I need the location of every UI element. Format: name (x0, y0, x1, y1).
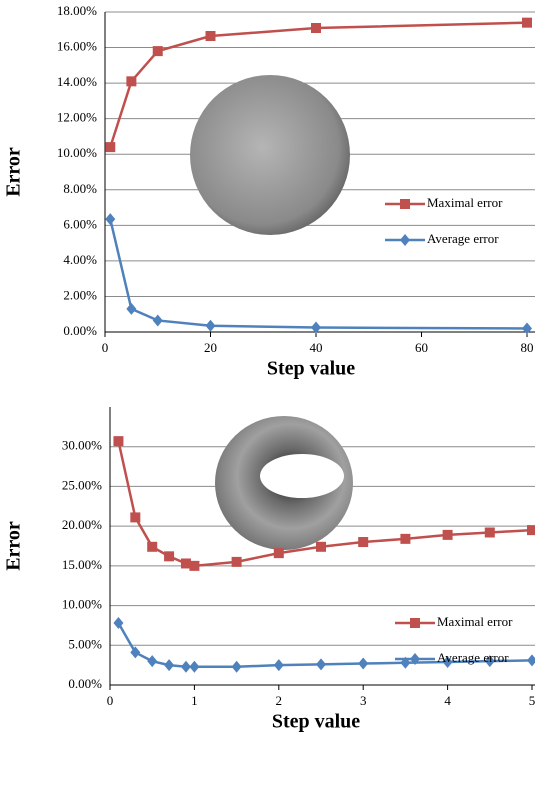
y-axis-title: Error (3, 521, 25, 571)
y-tick-label: 2.00% (63, 287, 97, 302)
y-tick-label: 14.00% (57, 74, 97, 89)
marker (153, 46, 163, 56)
marker (126, 76, 136, 86)
x-tick-label: 1 (191, 693, 198, 708)
page: {"chart_data": [ {"type": "line", "x_lab… (0, 0, 535, 802)
figure: 0.00%2.00%4.00%6.00%8.00%10.00%12.00%14.… (0, 0, 535, 802)
marker (206, 31, 216, 41)
marker (274, 659, 284, 671)
y-tick-label: 12.00% (57, 110, 97, 125)
marker (316, 542, 326, 552)
y-axis-title: Error (3, 147, 25, 197)
legend-marker (400, 199, 410, 209)
marker (316, 658, 326, 670)
x-tick-label: 80 (521, 340, 534, 355)
marker (206, 320, 216, 332)
x-tick-label: 5 (529, 693, 535, 708)
marker (443, 530, 453, 540)
marker (105, 142, 115, 152)
sphere-image (190, 75, 350, 235)
marker (113, 436, 123, 446)
legend-label: Average error (437, 650, 509, 665)
marker (400, 534, 410, 544)
x-axis-title: Step value (267, 358, 355, 380)
x-tick-label: 2 (276, 693, 283, 708)
marker (105, 213, 115, 225)
marker (522, 322, 532, 334)
legend-marker (400, 234, 410, 246)
y-tick-label: 0.00% (68, 676, 102, 691)
y-tick-label: 4.00% (63, 252, 97, 267)
marker (311, 23, 321, 33)
x-tick-label: 40 (310, 340, 323, 355)
y-tick-label: 20.00% (62, 517, 102, 532)
x-tick-label: 0 (107, 693, 114, 708)
y-tick-label: 15.00% (62, 557, 102, 572)
y-tick-label: 30.00% (62, 438, 102, 453)
y-tick-label: 16.00% (57, 39, 97, 54)
y-tick-label: 10.00% (62, 597, 102, 612)
marker (358, 658, 368, 670)
marker (147, 542, 157, 552)
marker (130, 512, 140, 522)
legend-marker (410, 618, 420, 628)
marker (153, 314, 163, 326)
marker (522, 18, 532, 28)
y-tick-label: 5.00% (68, 636, 102, 651)
legend-label: Average error (427, 231, 499, 246)
y-tick-label: 10.00% (57, 145, 97, 160)
x-tick-label: 3 (360, 693, 367, 708)
x-tick-label: 4 (444, 693, 451, 708)
marker (232, 557, 242, 567)
marker (485, 527, 495, 537)
legend-label: Maximal error (427, 195, 503, 210)
marker (527, 525, 535, 535)
marker (274, 548, 284, 558)
x-tick-label: 60 (415, 340, 428, 355)
marker (232, 661, 242, 673)
chart-1: 0.00% 2.00% 4.00% 6.00% 8.00% 10.00% 12.00% 14.… (3, 3, 535, 380)
y-tick-label: 6.00% (63, 216, 97, 231)
x-tick-label: 0 (102, 340, 109, 355)
marker (164, 551, 174, 561)
y-tick-label: 18.00% (57, 3, 97, 18)
marker (147, 655, 157, 667)
torus-hole (260, 454, 344, 498)
marker (126, 303, 136, 315)
marker (358, 537, 368, 547)
chart-2: 0.00% 5.00% 10.00% 15.00% 20.00% 25.00% 30.00%… (3, 407, 535, 733)
y-tick-label: 8.00% (63, 181, 97, 196)
legend-label: Maximal error (437, 614, 513, 629)
marker (164, 659, 174, 671)
y-tick-label: 0.00% (63, 323, 97, 338)
x-axis-title: Step value (272, 711, 360, 733)
marker (527, 654, 535, 666)
y-tick-label: 25.00% (62, 477, 102, 492)
marker (189, 661, 199, 673)
marker (189, 561, 199, 571)
x-tick-label: 20 (204, 340, 217, 355)
